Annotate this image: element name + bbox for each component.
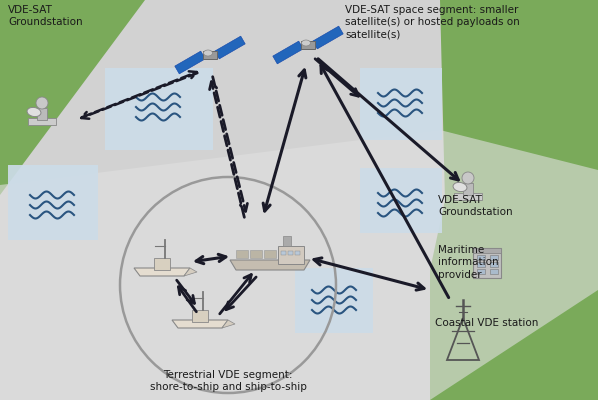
Bar — [281, 251, 286, 255]
Ellipse shape — [203, 50, 212, 56]
Bar — [454, 193, 482, 200]
Bar — [477, 255, 485, 260]
Bar — [295, 268, 373, 333]
Text: VDE-SAT
Groundstation: VDE-SAT Groundstation — [8, 5, 83, 27]
Circle shape — [36, 97, 48, 109]
Bar — [8, 165, 98, 240]
Bar — [490, 269, 498, 274]
Bar — [105, 68, 213, 150]
Bar — [477, 262, 485, 267]
Bar — [154, 258, 170, 270]
Text: Coastal VDE station: Coastal VDE station — [435, 318, 538, 328]
Bar — [473, 248, 501, 278]
Polygon shape — [0, 130, 598, 400]
Text: Terrestrial VDE segment:
shore-to-ship and ship-to-ship: Terrestrial VDE segment: shore-to-ship a… — [150, 370, 306, 392]
Bar — [278, 246, 304, 264]
Bar — [477, 269, 485, 274]
Polygon shape — [172, 320, 228, 328]
Bar — [288, 251, 293, 255]
Polygon shape — [184, 268, 197, 276]
Bar — [360, 168, 442, 233]
Bar — [250, 250, 262, 258]
Bar — [295, 251, 300, 255]
Bar — [490, 262, 498, 267]
Polygon shape — [175, 51, 205, 74]
Bar — [360, 68, 442, 140]
Bar — [28, 118, 56, 125]
Bar — [283, 236, 291, 246]
Polygon shape — [0, 0, 145, 195]
Polygon shape — [222, 320, 235, 328]
Polygon shape — [313, 26, 343, 49]
Polygon shape — [215, 36, 245, 59]
Text: Maritime
information
provider: Maritime information provider — [438, 245, 499, 280]
Polygon shape — [230, 260, 310, 270]
Circle shape — [462, 172, 474, 184]
Bar — [236, 250, 248, 258]
Bar — [264, 250, 276, 258]
Bar — [473, 248, 501, 253]
Ellipse shape — [453, 182, 467, 192]
Polygon shape — [273, 41, 303, 64]
Ellipse shape — [27, 108, 41, 116]
Ellipse shape — [301, 40, 310, 46]
Bar — [463, 183, 473, 195]
Bar — [490, 255, 498, 260]
Bar — [192, 310, 208, 322]
Bar — [301, 41, 315, 49]
Polygon shape — [134, 268, 190, 276]
Polygon shape — [430, 0, 598, 400]
Bar — [37, 108, 47, 120]
Text: VDE-SAT space segment: smaller
satellite(s) or hosted payloads on
satellite(s): VDE-SAT space segment: smaller satellite… — [345, 5, 520, 40]
Text: VDE-SAT
Groundstation: VDE-SAT Groundstation — [438, 195, 512, 218]
Bar — [203, 51, 217, 59]
